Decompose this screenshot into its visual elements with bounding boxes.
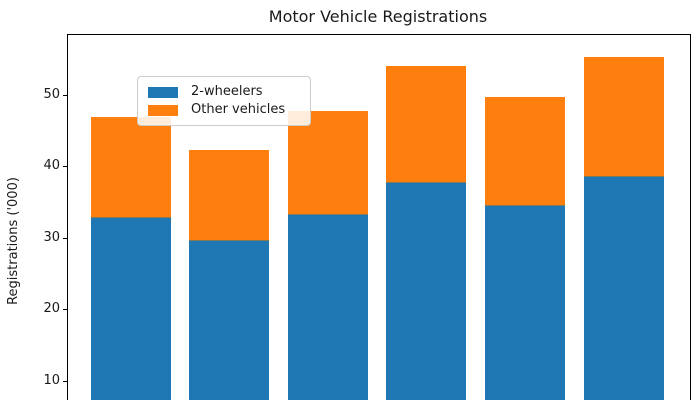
bar-segment-other-vehicles: [189, 149, 270, 242]
legend-swatch-icon: [148, 104, 178, 116]
bar-segment-2-wheelers: [386, 182, 467, 400]
legend-item: Other vehicles: [148, 102, 300, 118]
y-tick-label: 50: [43, 86, 60, 102]
legend-swatch-icon: [148, 86, 178, 98]
legend-label: 2-wheelers: [191, 84, 263, 99]
y-tick-mark: [63, 166, 67, 168]
y-tick-mark: [63, 309, 67, 311]
bar-segment-2-wheelers: [484, 204, 565, 400]
y-tick-label: 20: [43, 301, 60, 317]
bar-segment-2-wheelers: [287, 213, 368, 400]
bar-segment-other-vehicles: [386, 65, 467, 184]
bar-segment-other-vehicles: [583, 56, 664, 177]
y-tick-label: 30: [43, 229, 60, 245]
chart-title: Motor Vehicle Registrations: [268, 7, 488, 26]
bar-segment-other-vehicles: [287, 110, 368, 215]
y-tick-mark: [63, 380, 67, 382]
legend-item: 2-wheelers: [148, 84, 300, 100]
y-tick-label: 10: [43, 372, 60, 388]
bar-segment-other-vehicles: [90, 116, 171, 219]
y-tick-mark: [63, 237, 67, 239]
legend: 2-wheelers Other vehicles: [137, 76, 311, 126]
bar-segment-2-wheelers: [90, 217, 171, 400]
bar-segment-2-wheelers: [583, 175, 664, 400]
y-tick-label: 40: [43, 158, 60, 174]
bar-segment-2-wheelers: [189, 240, 270, 400]
y-tick-mark: [63, 94, 67, 96]
plot-area: 2-wheelers Other vehicles: [67, 34, 691, 400]
legend-label: Other vehicles: [191, 102, 286, 117]
bar-segment-other-vehicles: [484, 97, 565, 206]
